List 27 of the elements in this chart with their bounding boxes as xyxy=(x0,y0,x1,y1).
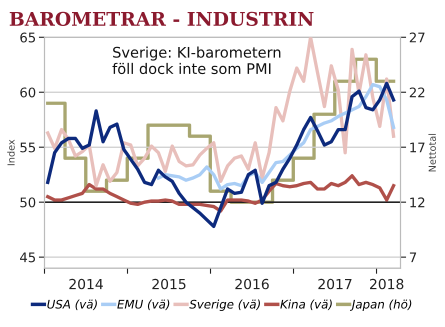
y2-tick-label: 7 xyxy=(410,252,416,262)
x-tick-label: 2015 xyxy=(152,278,186,290)
x-tick-label: 2017 xyxy=(318,278,352,290)
x-tick-label: 2016 xyxy=(235,278,269,290)
y2-tick-label: 17 xyxy=(410,142,424,152)
line-series xyxy=(46,82,396,228)
y-tick-label: 60 xyxy=(20,87,36,98)
y2-tick-label: 12 xyxy=(410,197,424,208)
y-tick-label: 65 xyxy=(20,32,36,42)
y-axis-title: Index xyxy=(7,140,15,166)
legend-label: EMU (vä) xyxy=(117,300,170,310)
chart-title: BAROMETRAR - INDUSTRIN xyxy=(10,12,314,26)
legend-label: Kina (vä) xyxy=(280,300,332,310)
x-tick-label: 2018 xyxy=(370,278,404,290)
y2-tick-label: 22 xyxy=(410,87,424,98)
line-series xyxy=(46,37,396,188)
y2-tick-label: 27 xyxy=(410,32,424,42)
y-tick-label: 45 xyxy=(20,252,36,262)
y-tick-label: 50 xyxy=(20,197,36,208)
line-series xyxy=(46,174,396,213)
legend-label: Sverige (vä) xyxy=(189,300,260,311)
annotation: Sverige: KI-barometern föll dock inte som PMI xyxy=(112,46,280,74)
y-tick-label: 55 xyxy=(20,142,36,152)
legend-label: USA (vä) xyxy=(47,300,97,310)
legend-label: Japan (hö) xyxy=(350,300,412,311)
y2-axis-title: Nettotal xyxy=(428,134,436,172)
x-tick-label: 2014 xyxy=(69,278,103,290)
